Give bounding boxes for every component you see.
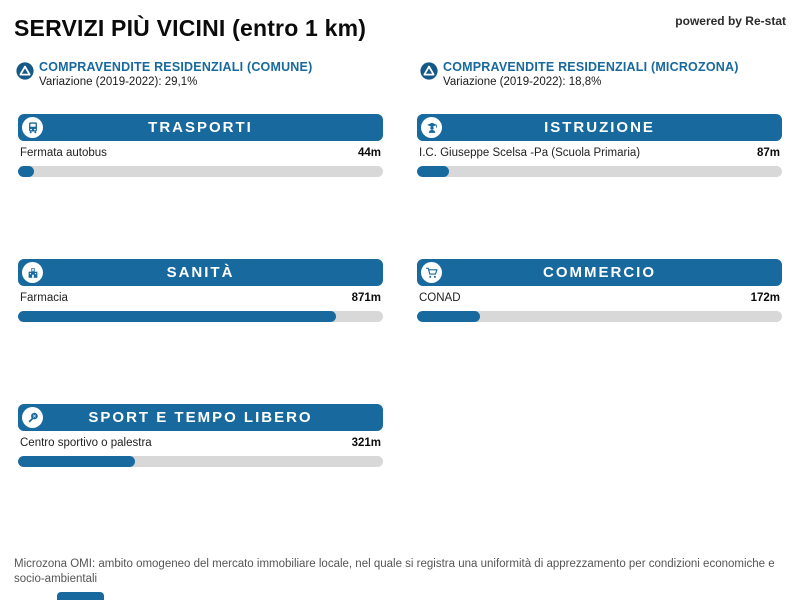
card-header: TRASPORTI: [18, 114, 383, 141]
stat-variation: Variazione (2019-2022): 18,8%: [443, 76, 602, 88]
card-title: COMMERCIO: [543, 264, 656, 281]
distance-bar-track: [417, 311, 782, 322]
card-header: SANITÀ: [18, 259, 383, 286]
distance-bar-track: [417, 166, 782, 177]
card-header: SPORT E TEMPO LIBERO: [18, 404, 383, 431]
page-title: SERVIZI PIÙ VICINI (entro 1 km): [14, 15, 367, 41]
card-trasporti: TRASPORTI Fermata autobus 44m: [18, 114, 383, 177]
card-sanita: SANITÀ Farmacia 871m: [18, 259, 383, 322]
microzona-footnote: Microzona OMI: ambito omogeneo del merca…: [14, 558, 775, 585]
distance-bar-track: [18, 456, 383, 467]
service-distance: 871m: [351, 292, 381, 304]
distance-bar-track: [18, 166, 383, 177]
delta-circle-icon: [420, 62, 438, 80]
stat-variation: Variazione (2019-2022): 29,1%: [39, 76, 198, 88]
cart-icon: [421, 262, 442, 283]
service-distance: 87m: [756, 147, 780, 159]
stat-comune: COMPRAVENDITE RESIDENZIALI (COMUNE) Vari…: [16, 60, 386, 88]
distance-bar-fill: [18, 456, 136, 467]
graduate-icon: [421, 117, 442, 138]
stat-microzona: COMPRAVENDITE RESIDENZIALI (MICROZONA) V…: [420, 60, 790, 88]
card-title: SPORT E TEMPO LIBERO: [88, 409, 313, 426]
service-name: Fermata autobus: [20, 147, 107, 159]
distance-bar-track: [18, 311, 383, 322]
distance-bar-fill: [18, 166, 35, 177]
powered-by-label: powered by Re-stat: [675, 14, 786, 28]
distance-bar-fill: [417, 166, 449, 177]
service-distance: 44m: [357, 147, 381, 159]
service-distance: 321m: [351, 437, 381, 449]
bus-icon: [22, 117, 43, 138]
cutoff-bar-fragment: [57, 592, 104, 600]
card-title: ISTRUZIONE: [544, 119, 655, 136]
card-header: ISTRUZIONE: [417, 114, 782, 141]
card-commercio: COMMERCIO CONAD 172m: [417, 259, 782, 322]
distance-bar-fill: [417, 311, 480, 322]
hospital-icon: [22, 262, 43, 283]
service-name: CONAD: [419, 292, 461, 304]
delta-circle-icon: [16, 62, 34, 80]
service-name: I.C. Giuseppe Scelsa -Pa (Scuola Primari…: [419, 147, 641, 159]
card-title: TRASPORTI: [148, 119, 253, 136]
stat-label: COMPRAVENDITE RESIDENZIALI (COMUNE): [39, 60, 313, 74]
service-name: Centro sportivo o palestra: [20, 437, 152, 449]
distance-bar-fill: [18, 311, 336, 322]
service-distance: 172m: [750, 292, 780, 304]
racket-icon: [22, 407, 43, 428]
card-header: COMMERCIO: [417, 259, 782, 286]
service-name: Farmacia: [20, 292, 68, 304]
stat-label: COMPRAVENDITE RESIDENZIALI (MICROZONA): [443, 60, 739, 74]
card-title: SANITÀ: [166, 264, 235, 281]
card-sport: SPORT E TEMPO LIBERO Centro sportivo o p…: [18, 404, 383, 467]
card-istruzione: ISTRUZIONE I.C. Giuseppe Scelsa -Pa (Scu…: [417, 114, 782, 177]
